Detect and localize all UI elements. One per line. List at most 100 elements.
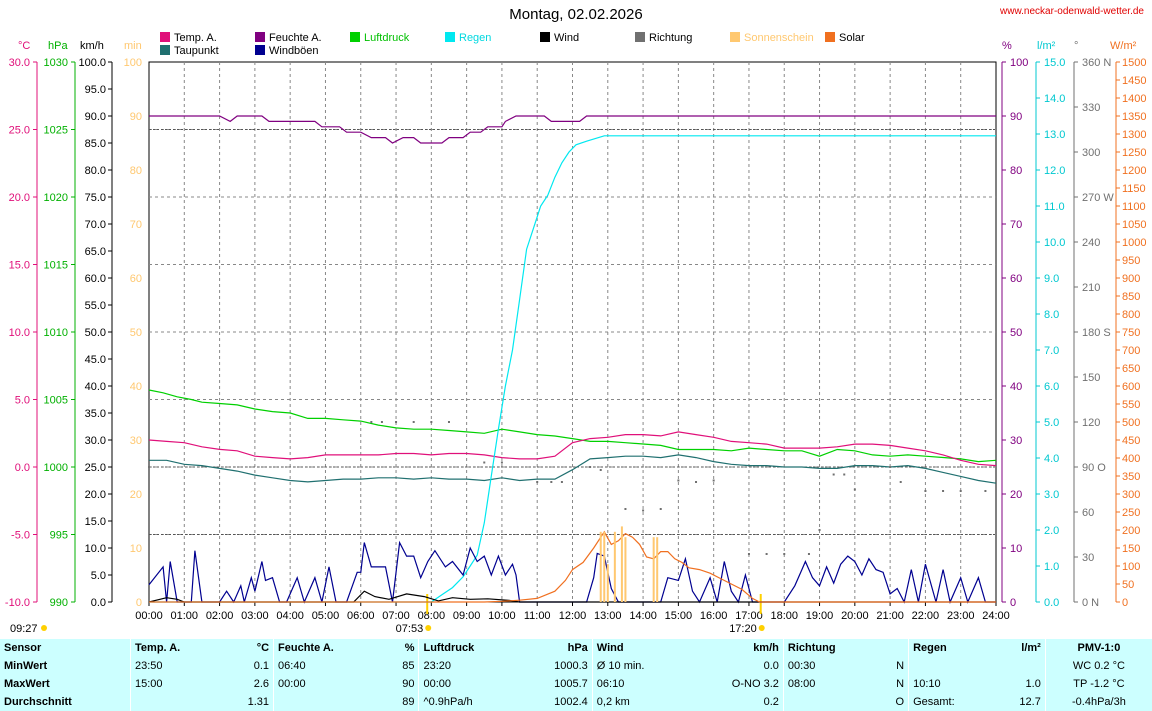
axis-tick-label-solar: 1000 <box>1122 237 1146 249</box>
axis-tick-label-sun: 90 <box>130 111 142 123</box>
axis-tick-label-solar: 1050 <box>1122 219 1146 231</box>
axis-tick-label-rain: 8.0 <box>1044 309 1059 321</box>
x-tick-label: 15:00 <box>665 610 693 622</box>
axis-tick-label-humidity: 100 <box>1010 57 1028 69</box>
axis-tick-label-solar: 1250 <box>1122 147 1146 159</box>
axis-tick-label-rain: 3.0 <box>1044 489 1059 501</box>
axis-tick-label-solar: 1150 <box>1122 183 1146 195</box>
axis-tick-label-temp: 20.0 <box>9 192 30 204</box>
stats-cell <box>273 693 384 711</box>
series-point-richtung <box>984 490 987 492</box>
x-tick-label: 24:00 <box>982 610 1010 622</box>
legend-swatch-taupunkt <box>160 45 170 55</box>
axis-tick-label-solar: 400 <box>1122 453 1140 465</box>
series-point-richtung <box>843 473 846 476</box>
legend-label-richtung: Richtung <box>649 32 693 44</box>
legend-item-sonnenschein: Sonnenschein <box>730 32 814 44</box>
site-url-link[interactable]: www.neckar-odenwald-wetter.de <box>1000 6 1144 17</box>
series-point-richtung <box>599 469 602 471</box>
stats-cell: O <box>895 696 905 708</box>
series-point-richtung <box>747 553 750 555</box>
legend-item-solar: Solar <box>825 32 865 44</box>
stats-cell: Ø 10 min. <box>591 657 689 675</box>
axis-tick-label-humidity: 20 <box>1010 489 1022 501</box>
axis-tick-label-solar: 700 <box>1122 345 1140 357</box>
weather-chart: 30.025.020.015.010.05.00.0-5.0-10.010301… <box>5 57 1147 635</box>
stats-cell: ^0.9hPa/h <box>418 693 521 711</box>
axis-tick-label-rain: 2.0 <box>1044 525 1059 537</box>
legend-label-regen: Regen <box>459 32 492 44</box>
stats-cell: 08:00 <box>782 675 880 693</box>
stats-cell: 06:40 <box>273 657 384 675</box>
legend-label-wind: Wind <box>554 32 580 44</box>
x-tick-label: 10:00 <box>488 610 516 622</box>
axis-tick-label-pressure: 1020 <box>44 192 68 204</box>
axis-tick-label-pressure: 1030 <box>44 57 68 69</box>
x-tick-label: 20:00 <box>841 610 869 622</box>
series-bar-sonnenschein <box>652 537 655 602</box>
axis-tick-label-wind: 15.0 <box>85 516 106 528</box>
axis-tick-label-dir: 0 N <box>1082 597 1099 609</box>
series-point-richtung <box>589 466 592 468</box>
axis-tick-label-humidity: 70 <box>1010 219 1022 231</box>
axis-tick-label-solar: 100 <box>1122 561 1140 573</box>
stats-cell: 0,2 km <box>591 693 689 711</box>
legend-swatch-temp <box>160 32 170 42</box>
axis-tick-label-solar: 600 <box>1122 381 1140 393</box>
stats-header-row: Sensor Temp. A. °C Feuchte A. % Luftdruc… <box>0 639 1152 657</box>
series-point-richtung <box>695 481 698 483</box>
axis-tick-label-sun: 50 <box>130 327 142 339</box>
axis-tick-label-solar: 750 <box>1122 327 1140 339</box>
series-point-richtung <box>942 490 945 492</box>
legend-item-regen: Regen <box>445 32 491 44</box>
series-point-richtung <box>642 509 645 512</box>
stats-header-dir-blank <box>879 639 908 657</box>
stats-cell: 00:00 <box>418 675 521 693</box>
axis-tick-label-rain: 7.0 <box>1044 345 1059 357</box>
legend-label-feuchte: Feuchte A. <box>269 32 322 44</box>
axis-tick-label-wind: 25.0 <box>85 462 106 474</box>
axis-tick-label-wind: 5.0 <box>91 570 106 582</box>
x-tick-label: 11:00 <box>524 610 551 622</box>
axis-tick-label-dir: 30 <box>1082 552 1094 564</box>
legend-swatch-sonnenschein <box>730 32 740 42</box>
series-point-richtung <box>148 466 150 468</box>
series-line-temp--a- <box>148 431 997 467</box>
axis-tick-label-wind: 30.0 <box>85 435 106 447</box>
series-point-richtung <box>624 508 627 510</box>
axis-tick-label-humidity: 80 <box>1010 165 1022 177</box>
legend-item-windboeen: Windböen <box>255 45 319 57</box>
axis-tick-label-solar: 800 <box>1122 309 1140 321</box>
axis-tick-label-solar: 950 <box>1122 255 1140 267</box>
axis-tick-label-dir: 360 N <box>1082 57 1111 69</box>
axis-tick-label-temp: 30.0 <box>9 57 30 69</box>
series-point-richtung <box>807 553 810 555</box>
x-tick-label: 18:00 <box>770 610 798 622</box>
series-point-richtung <box>765 553 768 555</box>
axis-tick-label-pressure: 1015 <box>44 260 68 272</box>
stats-cell: -0.4hPa/3h <box>1044 693 1152 711</box>
axis-tick-label-pressure: 1000 <box>44 462 68 474</box>
x-tick-label: 05:00 <box>312 610 340 622</box>
sunset-time-label: 17:20 <box>729 623 757 635</box>
x-tick-label: 06:00 <box>347 610 375 622</box>
x-tick-label: 09:00 <box>453 610 481 622</box>
series-bar-sonnenschein <box>606 564 609 602</box>
stats-cell: 90 <box>402 678 415 690</box>
stats-cell: Gesamt: <box>908 693 995 711</box>
axis-tick-label-wind: 60.0 <box>85 273 106 285</box>
sunset-icon <box>758 625 765 631</box>
legend-label-solar: Solar <box>839 32 865 44</box>
axis-tick-label-dir: 330 <box>1082 102 1100 114</box>
x-tick-label: 16:00 <box>700 610 728 622</box>
stats-cell: 15:00 <box>130 675 223 693</box>
axis-tick-label-pressure: 1025 <box>44 125 68 137</box>
stats-cell: 89 <box>402 696 415 708</box>
series-bar-sonnenschein <box>599 531 602 602</box>
axis-tick-label-temp: -5.0 <box>11 530 30 542</box>
axis-tick-label-wind: 75.0 <box>85 192 106 204</box>
stats-header-temp-unit: °C <box>256 642 270 654</box>
axis-tick-label-dir: 180 S <box>1082 327 1111 339</box>
axis-tick-label-pressure: 995 <box>50 530 68 542</box>
stats-table: Sensor Temp. A. °C Feuchte A. % Luftdruc… <box>0 639 1152 711</box>
